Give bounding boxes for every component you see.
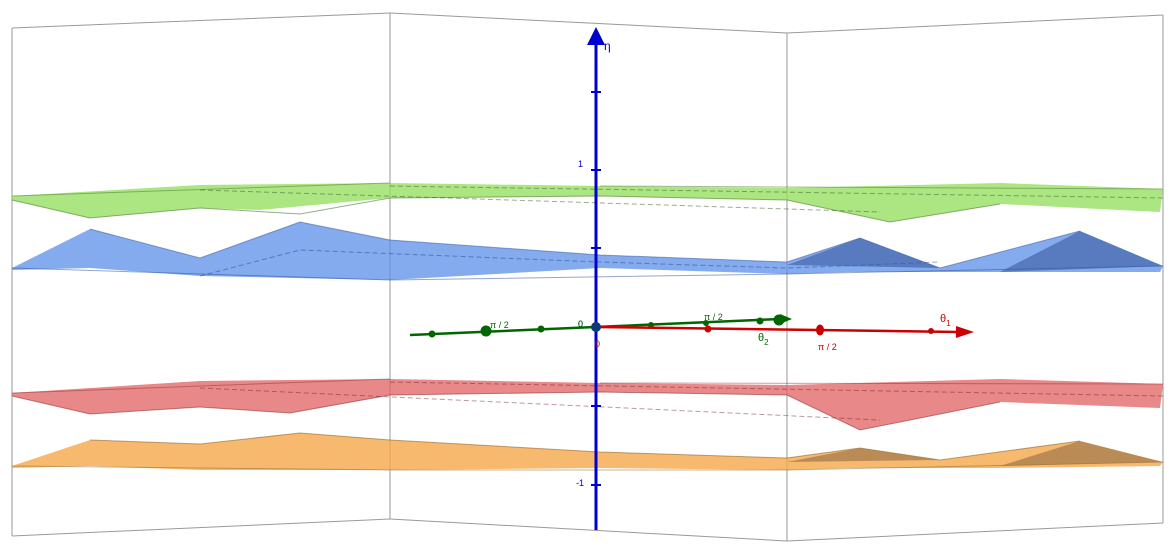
- origin-point[interactable]: [591, 322, 601, 332]
- theta2-tick-0: 0: [578, 319, 583, 329]
- theta1-axis-label: θ1: [940, 313, 951, 328]
- eta-axis-label: η: [604, 39, 611, 53]
- theta2-axis-label: θ2: [758, 332, 769, 347]
- eta-tick-1: 1: [578, 159, 583, 169]
- surface-orange-band: [11, 432, 1164, 471]
- eta-tick-neg1: -1: [576, 478, 584, 488]
- theta1-axis: π / 2 0 θ1: [595, 313, 974, 352]
- theta2-axis-subscript: 2: [764, 338, 769, 347]
- theta1-axis-subscript: 1: [946, 319, 951, 328]
- surface-blue-band: [11, 221, 1164, 281]
- theta2-tick-pi2-right: π / 2: [704, 312, 723, 322]
- surface-green-band: [11, 182, 1164, 223]
- theta1-axis-letter: θ: [940, 313, 946, 325]
- theta1-tick-pi2: π / 2: [818, 342, 837, 352]
- theta2-axis-letter: θ: [758, 332, 764, 344]
- theta1-tick-0: 0: [595, 339, 600, 349]
- surface-red-band: [11, 378, 1164, 431]
- eta-axis: η 1 0 -1: [576, 27, 611, 530]
- theta2-tick-pi2-left: π / 2: [490, 320, 509, 330]
- eta-tick-0: 0: [578, 319, 583, 329]
